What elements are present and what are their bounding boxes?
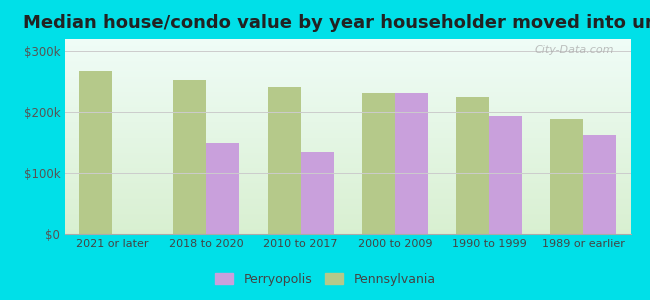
Bar	[489, 116, 522, 234]
Bar	[207, 142, 239, 234]
Bar	[362, 93, 395, 234]
Bar	[456, 97, 489, 234]
Text: City-Data.com: City-Data.com	[534, 45, 614, 55]
Legend: Perryopolis, Pennsylvania: Perryopolis, Pennsylvania	[209, 268, 441, 291]
Bar	[551, 119, 584, 234]
Title: Median house/condo value by year householder moved into unit: Median house/condo value by year househo…	[23, 14, 650, 32]
Bar	[174, 80, 206, 234]
Bar	[300, 152, 333, 234]
Bar	[268, 86, 300, 234]
Bar	[395, 93, 428, 234]
Bar	[79, 71, 112, 234]
Bar	[584, 135, 616, 234]
